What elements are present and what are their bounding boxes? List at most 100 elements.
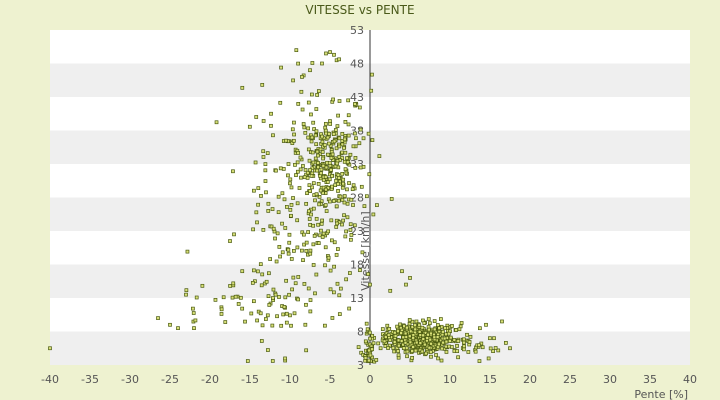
data-point [359, 184, 364, 189]
data-point [375, 203, 379, 207]
data-point [328, 287, 333, 292]
data-point [263, 179, 268, 183]
data-point [411, 345, 415, 349]
data-point [429, 331, 433, 336]
data-point [278, 254, 282, 259]
data-point [342, 137, 347, 142]
data-point [370, 333, 375, 338]
data-point [330, 238, 334, 243]
x-tick-label: 15 [483, 373, 497, 386]
data-point [299, 89, 304, 94]
data-point [191, 306, 195, 311]
data-point [405, 354, 409, 359]
data-point [343, 150, 348, 155]
data-point [414, 319, 419, 324]
data-point [316, 241, 321, 245]
data-point [366, 272, 370, 276]
data-point [287, 292, 291, 297]
y-tick-label: 23 [350, 225, 364, 238]
data-point [269, 224, 274, 229]
data-point [440, 346, 444, 351]
data-point [231, 281, 236, 286]
data-point [447, 339, 452, 343]
data-point [376, 341, 381, 346]
data-point [504, 341, 508, 345]
data-point [310, 185, 314, 190]
data-point [347, 181, 351, 185]
data-point [368, 282, 372, 287]
data-point [383, 335, 388, 339]
data-point [323, 187, 328, 192]
data-point [280, 221, 284, 226]
data-point [346, 133, 351, 138]
data-point [359, 350, 364, 355]
data-point [345, 187, 349, 192]
data-point [306, 147, 311, 152]
data-point [345, 201, 350, 206]
data-point [236, 302, 241, 306]
data-point [439, 358, 444, 363]
data-point [264, 190, 268, 195]
data-point [332, 290, 336, 295]
data-point [247, 124, 252, 129]
data-point [308, 298, 313, 302]
data-point [228, 239, 232, 243]
data-point [396, 353, 401, 358]
y-tick-label: 3 [357, 359, 364, 372]
data-point [427, 321, 432, 326]
data-point [294, 173, 298, 177]
data-point [271, 133, 275, 138]
data-point [488, 346, 493, 351]
data-point [420, 349, 425, 354]
data-point [392, 349, 397, 354]
data-point [297, 186, 302, 190]
data-point [323, 245, 328, 250]
data-point [456, 339, 461, 343]
data-point [342, 159, 347, 164]
data-point [323, 323, 327, 328]
data-point [450, 324, 454, 328]
data-point [308, 309, 313, 314]
data-point [321, 191, 325, 195]
data-point [436, 356, 441, 361]
data-point [340, 185, 345, 190]
data-point [465, 332, 469, 337]
data-point [454, 328, 458, 332]
data-point [369, 88, 374, 93]
data-point [332, 139, 337, 144]
data-point [252, 188, 256, 193]
data-point [320, 235, 325, 239]
data-point [413, 323, 417, 328]
data-point [363, 339, 368, 344]
data-point [391, 346, 396, 350]
data-point [291, 196, 295, 200]
data-point [342, 194, 347, 198]
data-point [288, 181, 292, 186]
data-point [399, 339, 404, 343]
x-tick-label: -15 [241, 373, 259, 386]
data-point [293, 162, 297, 167]
data-point [477, 343, 481, 348]
data-point [441, 329, 445, 334]
data-point [366, 131, 371, 136]
data-point [336, 113, 340, 118]
data-point [437, 342, 441, 347]
data-point [296, 102, 301, 106]
data-point [456, 355, 460, 360]
data-point [268, 257, 272, 261]
data-point [323, 203, 328, 207]
data-point [367, 172, 372, 177]
data-point [318, 147, 323, 152]
data-point [292, 138, 296, 143]
data-point [386, 332, 391, 337]
data-point [315, 168, 320, 173]
data-point [410, 356, 414, 360]
data-point [282, 197, 287, 202]
data-point [334, 204, 339, 209]
data-point [290, 287, 294, 292]
data-point [305, 170, 310, 175]
data-point [377, 154, 382, 158]
data-point [459, 321, 464, 325]
data-point [255, 318, 259, 323]
data-point [358, 127, 363, 132]
